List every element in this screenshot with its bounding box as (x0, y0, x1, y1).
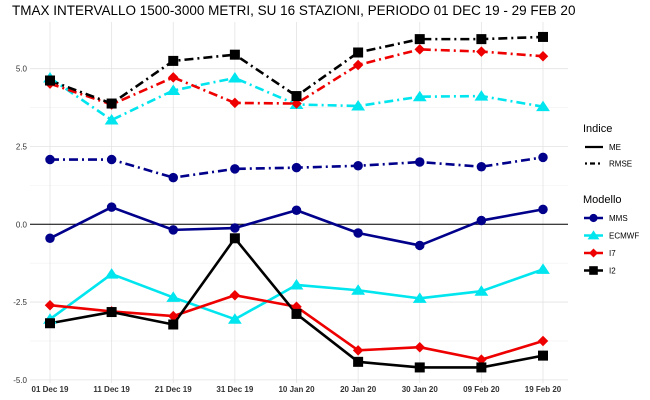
data-point-i2-me (291, 308, 302, 319)
data-point-mms-me (415, 240, 425, 251)
data-point-mms-rmse (476, 161, 487, 172)
data-point-i2-me (538, 350, 548, 361)
data-point-mms-rmse (230, 164, 240, 174)
data-point-i2-me (106, 307, 117, 318)
data-point-i7-me (229, 289, 241, 301)
data-point-ecmwf-rmse (166, 84, 181, 95)
data-point-i7-rmse (476, 46, 487, 57)
data-point-i2-rmse (291, 91, 302, 102)
data-point-i7-rmse (537, 50, 549, 62)
data-point-mms-rmse (168, 172, 178, 183)
x-tick-label: 10 Jan 20 (278, 385, 315, 394)
data-point-i7-me (168, 310, 179, 322)
x-tick-label: 21 Dec 19 (155, 385, 192, 394)
data-point-i7-me (414, 341, 425, 353)
data-point-mms-rmse (415, 157, 425, 167)
data-point-mms-rmse (538, 152, 548, 163)
data-point-i2-rmse (229, 49, 240, 60)
data-point-i2-rmse (414, 34, 425, 45)
legend-label-i7: I7 (609, 249, 616, 258)
chart-title: TMAX INTERVALLO 1500-3000 METRI, SU 16 S… (12, 3, 575, 18)
legend-key-marker-i7 (588, 248, 599, 258)
data-point-mms-me (168, 225, 178, 235)
data-point-i2-me (229, 233, 240, 244)
y-axis: -5.0 -2.5 0.0 2.5 5.0 (13, 65, 27, 385)
y-tick-label: -2.5 (13, 298, 27, 307)
data-point-i7-me (44, 299, 56, 311)
x-tick-label: 20 Jan 20 (340, 385, 377, 394)
data-point-i2-rmse (538, 31, 548, 42)
data-point-i2-rmse (106, 98, 117, 109)
data-point-i7-me (352, 345, 364, 356)
grid (30, 22, 568, 383)
data-point-ecmwf-me (536, 263, 550, 274)
x-tick-label: 01 Dec 19 (32, 385, 69, 394)
data-point-mms-me (476, 215, 487, 226)
data-point-i7-me (537, 335, 549, 347)
data-point-i2-me (414, 362, 425, 373)
data-point-i2-me (45, 318, 55, 329)
legend-label-me: ME (609, 143, 621, 152)
data-point-ecmwf-rmse (536, 100, 550, 112)
series-layer (43, 31, 550, 373)
data-point-i2-me (168, 319, 179, 330)
x-tick-label: 19 Feb 20 (525, 385, 562, 394)
legend-key-marker-ecmwf (587, 230, 600, 240)
data-point-mms-me (353, 228, 363, 238)
data-point-ecmwf-me (412, 292, 427, 303)
data-point-i2-rmse (45, 75, 55, 86)
data-point-mms-me (230, 223, 240, 233)
legend-label-ecmwf: ECMWF (609, 232, 639, 241)
data-point-i7-rmse (168, 72, 179, 83)
legend: Indice Modello ME RMSE MMS ECMWF I7 I2 (583, 123, 639, 276)
data-point-mms-rmse (106, 154, 117, 165)
data-point-ecmwf-me (166, 291, 181, 302)
x-tick-label: 30 Jan 20 (402, 385, 439, 394)
legend-key-marker-mms (589, 213, 598, 223)
data-point-mms-me (45, 233, 55, 244)
data-point-i7-rmse (229, 97, 241, 109)
y-tick-label: 0.0 (16, 220, 28, 229)
data-point-ecmwf-me (474, 285, 489, 296)
legend-title-indice: Indice (583, 123, 612, 135)
data-point-ecmwf-rmse (227, 72, 242, 83)
legend-label-i2: I2 (609, 267, 616, 276)
data-point-i7-me (476, 354, 487, 365)
data-point-mms-rmse (291, 162, 302, 173)
data-point-ecmwf-me (289, 278, 304, 290)
data-point-i2-me (476, 362, 487, 373)
x-tick-label: 09 Feb 20 (463, 385, 500, 394)
data-point-i7-rmse (352, 59, 364, 71)
legend-label-mms: MMS (609, 214, 628, 223)
data-point-mms-rmse (45, 154, 55, 165)
legend-label-rmse: RMSE (609, 160, 632, 169)
data-point-ecmwf-rmse (474, 90, 489, 101)
data-point-ecmwf-rmse (412, 90, 427, 102)
series-line-i2-rmse (49, 35, 544, 105)
legend-key-marker-i2 (589, 266, 598, 275)
data-point-mms-rmse (353, 161, 363, 171)
y-tick-label: -5.0 (13, 376, 27, 385)
data-point-mms-me (538, 204, 548, 215)
x-tick-label: 31 Dec 19 (216, 385, 253, 394)
data-point-ecmwf-me (104, 268, 119, 279)
y-tick-label: 5.0 (16, 65, 28, 74)
data-point-i7-rmse (414, 44, 425, 55)
data-point-i2-rmse (353, 47, 364, 58)
data-point-ecmwf-me (227, 313, 242, 324)
data-point-i2-me (353, 356, 364, 367)
legend-title-modello: Modello (583, 194, 622, 206)
data-point-ecmwf-rmse (351, 100, 366, 111)
data-point-ecmwf-rmse (104, 114, 119, 125)
data-point-i2-rmse (168, 55, 179, 66)
data-point-mms-me (291, 205, 302, 216)
data-point-mms-me (106, 202, 117, 212)
data-point-ecmwf-me (351, 284, 366, 295)
x-axis: 01 Dec 19 11 Dec 19 21 Dec 19 31 Dec 19 10 J… (32, 385, 562, 394)
y-tick-label: 2.5 (16, 142, 28, 151)
x-tick-label: 11 Dec 19 (93, 385, 130, 394)
data-point-i2-rmse (476, 34, 487, 45)
